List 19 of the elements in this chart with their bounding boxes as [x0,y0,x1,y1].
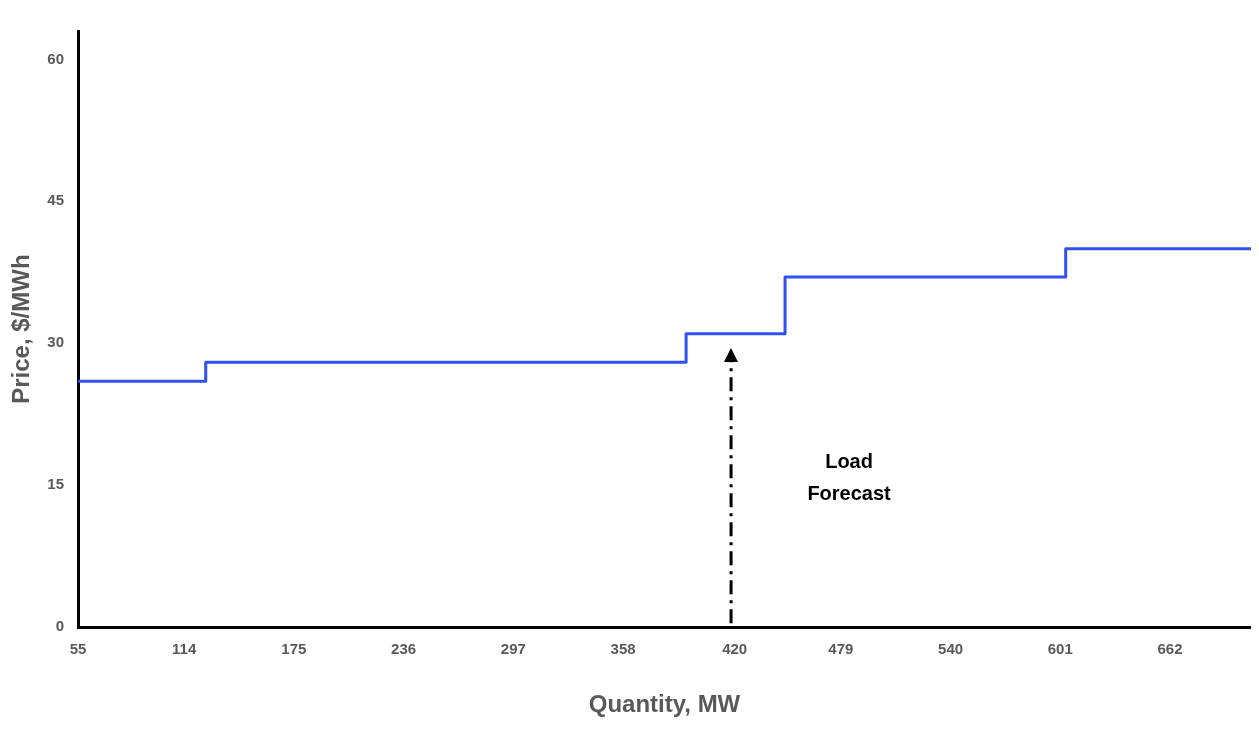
x-tick-label: 358 [610,640,636,658]
x-tick-label: 540 [938,640,964,658]
x-tick-label: 236 [391,640,417,658]
x-tick-label: 114 [172,640,197,658]
x-tick-label: 55 [69,640,87,658]
x-tick-label: 297 [500,640,526,658]
x-tick-label: 601 [1047,640,1073,658]
y-tick-label: 0 [55,617,64,635]
x-tick-label: 479 [828,640,854,658]
y-tick-label: 15 [47,475,64,493]
y-tick-label: 30 [47,333,64,351]
x-tick-label: 662 [1157,640,1183,658]
ref-line-label: Load Forecast [807,449,892,504]
x-tick-label: 175 [281,640,307,658]
y-tick-label: 45 [47,191,64,209]
y-tick-label: 60 [47,49,64,67]
x-axis-title: Quantity, MW [588,690,741,718]
y-axis-title: Price, $/MWh [7,254,35,404]
x-tick-label: 420 [722,640,748,658]
